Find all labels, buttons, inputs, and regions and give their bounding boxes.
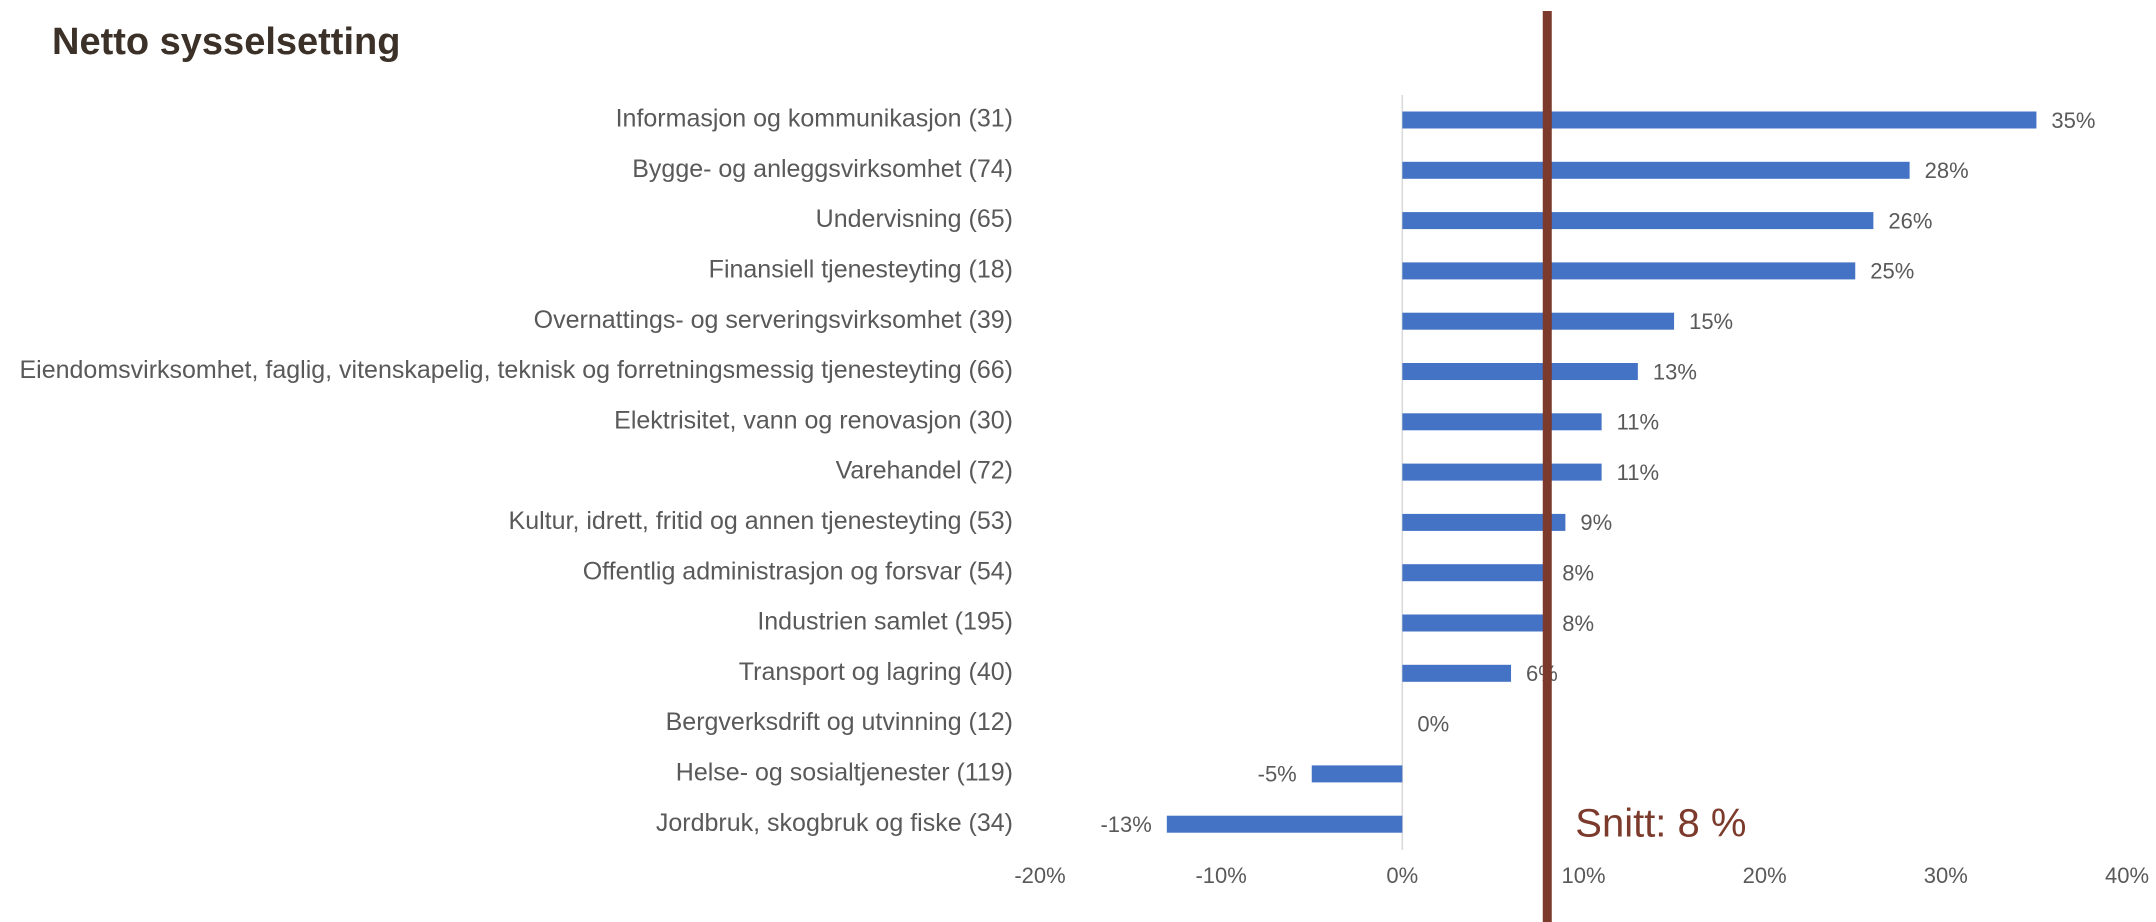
category-label: Varehandel (72) xyxy=(836,457,1013,485)
data-label: 11% xyxy=(1617,410,1659,435)
chart-title: Netto sysselsetting xyxy=(52,21,400,63)
category-label: Bygge- og anleggsvirksomhet (74) xyxy=(632,155,1013,183)
bar xyxy=(1402,363,1638,380)
category-label: Helse- og sosialtjenester (119) xyxy=(676,759,1013,787)
data-label: 0% xyxy=(1417,711,1449,736)
bar xyxy=(1402,312,1675,330)
category-label: Eiendomsvirksomhet, faglig, vitenskapeli… xyxy=(19,356,1013,384)
data-label: 15% xyxy=(1689,309,1733,334)
category-label: Finansiell tjenesteyting (18) xyxy=(709,256,1013,284)
bar xyxy=(1402,212,1874,230)
category-label: Offentlig administrasjon og forsvar (54) xyxy=(583,557,1013,585)
data-label: -13% xyxy=(1100,812,1151,837)
bar xyxy=(1402,161,1910,179)
bar xyxy=(1402,111,2037,129)
data-label: 13% xyxy=(1653,359,1697,384)
category-label: Bergverksdrift og utvinning (12) xyxy=(666,708,1013,736)
bar xyxy=(1402,262,1856,280)
data-label: 25% xyxy=(1870,259,1914,284)
bar xyxy=(1166,815,1403,833)
bar xyxy=(1402,664,1512,682)
category-label: Transport og lagring (40) xyxy=(739,658,1013,686)
x-tick-label: 30% xyxy=(1924,863,1968,888)
category-label: Informasjon og kommunikasjon (31) xyxy=(616,105,1013,133)
x-tick-label: -20% xyxy=(1014,863,1065,888)
category-label: Overnattings- og serveringsvirksomhet (3… xyxy=(534,306,1013,334)
data-label: 26% xyxy=(1888,208,1932,233)
x-tick-label: -10% xyxy=(1195,863,1246,888)
bar xyxy=(1402,463,1602,481)
average-label: Snitt: 8 % xyxy=(1575,802,1746,846)
category-label: Kultur, idrett, fritid og annen tjeneste… xyxy=(509,507,1013,535)
data-label: 6% xyxy=(1526,661,1558,686)
x-tick-label: 40% xyxy=(2105,863,2149,888)
data-label: 11% xyxy=(1617,460,1659,485)
category-label: Industrien samlet (195) xyxy=(757,608,1013,636)
bar xyxy=(1402,413,1602,431)
data-label: 35% xyxy=(2051,108,2095,133)
x-tick-label: 10% xyxy=(1561,863,1605,888)
bar xyxy=(1311,765,1403,783)
data-label: 8% xyxy=(1562,561,1594,586)
category-label: Elektrisitet, vann og renovasjon (30) xyxy=(614,406,1013,434)
x-tick-label: 0% xyxy=(1386,863,1418,888)
data-label: 28% xyxy=(1925,158,1969,183)
category-label: Undervisning (65) xyxy=(816,205,1013,233)
data-label: 9% xyxy=(1580,510,1612,535)
bar xyxy=(1402,564,1548,582)
bar xyxy=(1402,614,1548,632)
bar xyxy=(1402,513,1566,531)
data-label: -5% xyxy=(1258,762,1297,787)
x-tick-label: 20% xyxy=(1743,863,1787,888)
data-label: 8% xyxy=(1562,611,1594,636)
category-label: Jordbruk, skogbruk og fiske (34) xyxy=(656,809,1013,837)
